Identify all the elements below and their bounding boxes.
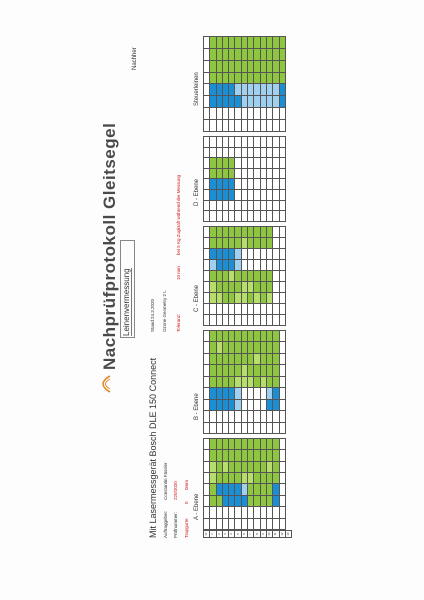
table-c-ebene [203, 226, 286, 326]
table-cell [279, 438, 286, 450]
table-cell [279, 226, 286, 238]
table-cell [279, 157, 286, 169]
toleranz-note: bei 5 Kg Zugkraft während der Messung [176, 174, 181, 255]
trapgurte-b: 0mm [184, 480, 189, 490]
document-title: Nachprüfprotokoll Gleitsegel [100, 122, 119, 370]
table-cell [279, 84, 286, 96]
table-row: 13 [285, 530, 292, 538]
trapgurte-a: 0 [184, 501, 189, 504]
table-row [279, 226, 286, 326]
trapgurte-label: Trapgurte: [184, 517, 189, 538]
table-cell [279, 210, 286, 222]
auftraggeber-label: Auftraggeber: [163, 510, 168, 538]
table-cell [279, 387, 286, 400]
row-number-column: Nr 1 2 3 4 5 6 7 8 9 10 11 12 13 [203, 530, 292, 538]
section-b-heading: B - Ebene [194, 393, 200, 420]
table-row [279, 330, 286, 434]
table-cell [279, 259, 286, 271]
table-cell [279, 119, 286, 132]
nachher-label: Nachher [132, 47, 138, 70]
table-cell [279, 461, 286, 473]
table-cell [279, 422, 286, 434]
table-cell [279, 168, 286, 179]
table-cell [279, 200, 286, 211]
table-cell [279, 189, 286, 201]
table-cell [279, 353, 286, 365]
table-cell [279, 449, 286, 462]
table-cell [279, 237, 286, 249]
table-d-ebene [203, 136, 286, 222]
table-row [279, 136, 286, 222]
table-cell [279, 179, 286, 190]
table-cell [279, 330, 286, 342]
table-cell [279, 95, 286, 108]
table-cell [279, 376, 286, 388]
table-cell [279, 518, 286, 530]
table-cell [279, 410, 286, 423]
table-cell [279, 399, 286, 411]
table-cell [279, 495, 286, 507]
section-d-heading: D - Ebene [194, 178, 200, 206]
table-cell [279, 36, 286, 49]
table-cell [279, 303, 286, 315]
table-cell [279, 506, 286, 519]
pruefnummer-label: Prüfnummer: [173, 511, 178, 538]
section-a-heading: A - Ebene [194, 493, 200, 520]
table-row [279, 438, 286, 530]
auftraggeber-value: Constantin Fässler [163, 462, 168, 500]
table-cell [279, 484, 286, 496]
table-cell [279, 314, 286, 326]
section-steuer-heading: Steuerleinen [194, 72, 200, 106]
section-c-heading: C - Ebene [194, 284, 200, 312]
stand-date: Stand 24.3.2020 [150, 298, 155, 332]
table-cell [279, 72, 286, 84]
toleranz-label: Toleranz: [176, 313, 181, 332]
glider-model: Ozone Geometry 2 L [162, 290, 167, 332]
table-a-ebene [203, 438, 286, 530]
table-b-ebene [203, 330, 286, 434]
table-cell [279, 364, 286, 377]
table-cell [279, 147, 286, 158]
table-row [279, 36, 286, 132]
pruefnummer-value: 220/2020 [173, 481, 178, 500]
table-cell [279, 248, 286, 260]
table-cell [279, 270, 286, 282]
table-cell [279, 292, 286, 304]
document-subtitle: Leinenvermessung [122, 268, 132, 336]
table-cell [279, 60, 286, 73]
glider-logo-icon [102, 375, 111, 393]
table-cell [279, 281, 286, 293]
table-cell [279, 48, 286, 61]
table-cell [279, 107, 286, 120]
table-steuerleinen [203, 36, 286, 132]
toleranz-value: 10 mm [176, 266, 181, 280]
table-cell [279, 136, 286, 148]
table-cell [279, 472, 286, 484]
row-number: 13 [285, 530, 292, 538]
table-cell [279, 342, 286, 354]
device-line: Mit Lasermessgerät Bosch DLE 150 Connect [148, 357, 158, 538]
